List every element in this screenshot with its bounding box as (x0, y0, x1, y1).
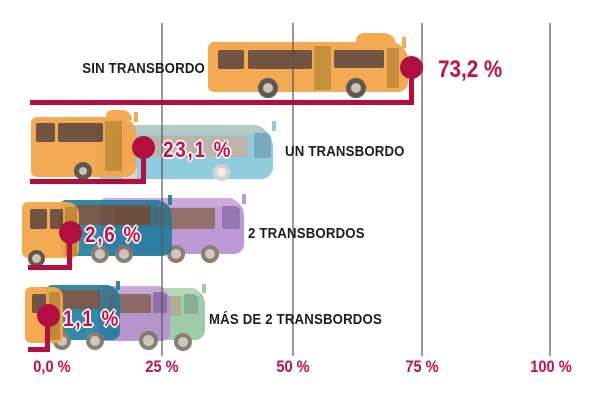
connector-line-row4 (28, 347, 50, 352)
connector-line-row3 (28, 265, 72, 270)
value-label-row1: 73,2 % (438, 56, 503, 83)
wheel-icon (213, 164, 230, 181)
marker-dot-row1 (400, 56, 423, 79)
axis-tick-0: 0,0 % (33, 357, 71, 376)
wheel-icon (167, 245, 185, 263)
wheel-icon (86, 332, 104, 350)
gridline-50 (292, 23, 294, 356)
mirror-icon (202, 284, 206, 293)
mirror-icon (272, 121, 276, 131)
axis-tick-75: 75 % (405, 357, 439, 376)
value-label-row2: 23,1 % (163, 137, 233, 162)
mirror-icon (134, 112, 138, 122)
connector-line-row1 (30, 100, 414, 105)
wheel-icon (174, 333, 192, 351)
category-label-row2: UN TRANSBORDO (285, 143, 405, 160)
wheel-icon (201, 245, 219, 263)
wheel-icon (258, 78, 278, 98)
wheel-icon (115, 245, 133, 263)
gridline-25 (161, 23, 163, 356)
axis-tick-100: 100 % (530, 357, 572, 376)
connector-stem-row4 (45, 315, 50, 352)
category-label-row1: SIN TRANSBORDO (82, 60, 205, 77)
marker-dot-row3 (59, 221, 82, 244)
wheel-icon (139, 331, 158, 350)
marker-dot-row4 (37, 304, 60, 327)
bus-icon-orange (28, 110, 142, 184)
wheel-icon (346, 78, 366, 98)
value-label-row4: 1,1 % (63, 306, 120, 331)
value-label-row3: 2,6 % (85, 222, 142, 247)
mirror-icon (402, 37, 406, 48)
category-label-row3: 2 TRANSBORDOS (248, 225, 365, 242)
connector-stem-row2 (141, 147, 146, 184)
bus-icon-orange-large (206, 33, 412, 98)
category-label-row4: MÁS DE 2 TRANSBORDOS (209, 311, 382, 328)
marker-dot-row2 (132, 136, 155, 159)
mirror-icon (168, 195, 172, 205)
axis-tick-50: 50 % (276, 357, 310, 376)
gridline-75 (421, 23, 423, 356)
connector-stem-row3 (67, 232, 72, 270)
axis-tick-25: 25 % (145, 357, 179, 376)
wheel-icon (74, 162, 92, 180)
mirror-icon (116, 281, 120, 290)
gridline-100 (549, 23, 551, 356)
connector-line-row2 (30, 179, 146, 184)
mirror-icon (242, 194, 246, 204)
connector-stem-row1 (409, 67, 414, 105)
wheel-icon (91, 245, 109, 263)
